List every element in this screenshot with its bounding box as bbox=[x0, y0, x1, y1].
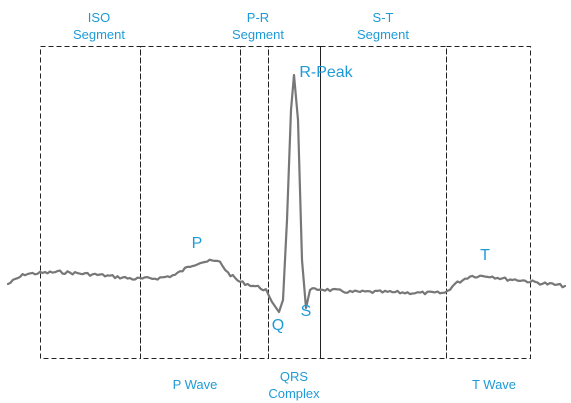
p-wave-box bbox=[140, 46, 241, 359]
st-segment-box bbox=[320, 46, 447, 359]
st-segment-label: S-T Segment bbox=[356, 10, 410, 42]
qrs-complex-label: QRS Complex bbox=[268, 369, 320, 401]
s-point-label: S bbox=[300, 303, 312, 320]
p-wave-label: P Wave bbox=[172, 377, 218, 392]
pr-segment-label: P-R Segment bbox=[231, 10, 285, 42]
t-point-label: T bbox=[480, 247, 490, 264]
iso-segment-label: ISO Segment bbox=[72, 10, 126, 42]
ecg-trace bbox=[6, 73, 567, 314]
pr-segment-box bbox=[240, 46, 269, 359]
qrs-complex-box bbox=[268, 46, 321, 359]
iso-segment-box bbox=[40, 46, 141, 359]
t-wave-label: T Wave bbox=[471, 377, 517, 392]
q-point-label: Q bbox=[271, 317, 285, 334]
t-wave-box bbox=[446, 46, 531, 359]
r-peak-label: R-Peak bbox=[299, 64, 353, 81]
p-point-label: P bbox=[191, 235, 203, 252]
